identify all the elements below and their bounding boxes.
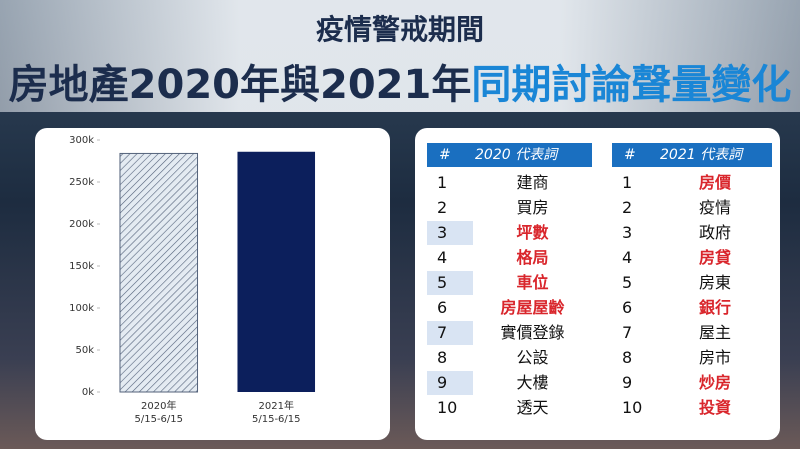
rank-cell: 10 <box>622 398 643 417</box>
rank-cell: 6 <box>622 298 633 317</box>
rank-cell: 2 <box>437 198 448 217</box>
rank-cell: 9 <box>427 371 473 395</box>
rank-cell: 8 <box>437 348 448 367</box>
word-cell: 買房 <box>516 198 549 217</box>
word-cell: 房價 <box>698 173 731 192</box>
word-cell: 公設 <box>516 348 549 367</box>
word-cell: 透天 <box>516 398 549 417</box>
column-header: # <box>427 143 475 167</box>
chart-panel <box>35 128 390 440</box>
word-cell: 車位 <box>516 273 549 292</box>
word-cell: 實價登錄 <box>500 323 565 342</box>
bar <box>237 151 316 392</box>
column-header: # <box>612 143 660 167</box>
rank-cell: 1 <box>622 173 633 192</box>
x-tick-label: 2021年 <box>259 399 294 412</box>
title: 房地產2020年與2021年同期討論聲量變化 <box>0 52 800 110</box>
rank-cell: 8 <box>622 348 633 367</box>
y-tick-label: 150k <box>69 261 94 272</box>
word-cell: 房屋屋齡 <box>500 298 565 317</box>
rank-cell: 10 <box>437 398 458 417</box>
word-cell: 疫情 <box>698 198 731 217</box>
y-tick-label: 0k <box>82 387 94 398</box>
rank-cell: 4 <box>622 248 633 267</box>
word-cell: 房貸 <box>698 248 731 267</box>
rank-cell: 7 <box>622 323 633 342</box>
word-cell: 建商 <box>516 173 549 192</box>
y-tick-label: 50k <box>75 345 94 356</box>
rank-cell: 9 <box>622 373 633 392</box>
column-header: 2020 代表詞 <box>475 143 592 167</box>
word-cell: 投資 <box>698 398 731 417</box>
table-panel <box>415 128 780 440</box>
word-cell: 格局 <box>516 248 549 267</box>
rank-cell: 5 <box>427 271 473 295</box>
x-tick-label: 5/15-6/15 <box>134 414 183 425</box>
x-tick-label: 5/15-6/15 <box>252 414 301 425</box>
word-cell: 大樓 <box>516 373 549 392</box>
word-cell: 炒房 <box>698 373 731 392</box>
title-part: 房地產2020年與2021年 <box>8 62 472 108</box>
y-tick-label: 100k <box>69 303 94 314</box>
word-cell: 房東 <box>698 273 731 292</box>
word-cell: 政府 <box>698 223 731 242</box>
y-tick-label: 200k <box>69 219 94 230</box>
bar <box>119 152 199 393</box>
rank-cell: 3 <box>622 223 633 242</box>
title-part: 同期討論聲量變化 <box>471 62 792 108</box>
word-cell: 坪數 <box>516 223 549 242</box>
rank-cell: 1 <box>437 173 448 192</box>
rank-cell: 5 <box>622 273 633 292</box>
word-cell: 屋主 <box>698 323 731 342</box>
word-cell: 銀行 <box>698 298 731 317</box>
y-tick-label: 300k <box>69 135 94 146</box>
chart: 0k 50k 100k 150k 200k 250k 300k 2020年 5/15-6/15 2… <box>69 135 316 425</box>
title: 疫情警戒期間 <box>315 13 484 46</box>
rank-cell: 7 <box>427 321 473 345</box>
column-header: 2021 代表詞 <box>660 143 772 167</box>
rank-cell: 4 <box>437 248 448 267</box>
rank-cell: 2 <box>622 198 633 217</box>
x-tick-label: 2020年 <box>141 399 176 412</box>
word-cell: 房市 <box>698 348 731 367</box>
y-tick-label: 250k <box>69 177 94 188</box>
rank-cell: 3 <box>427 221 473 245</box>
rank-cell: 6 <box>437 298 448 317</box>
title-band <box>0 0 800 112</box>
